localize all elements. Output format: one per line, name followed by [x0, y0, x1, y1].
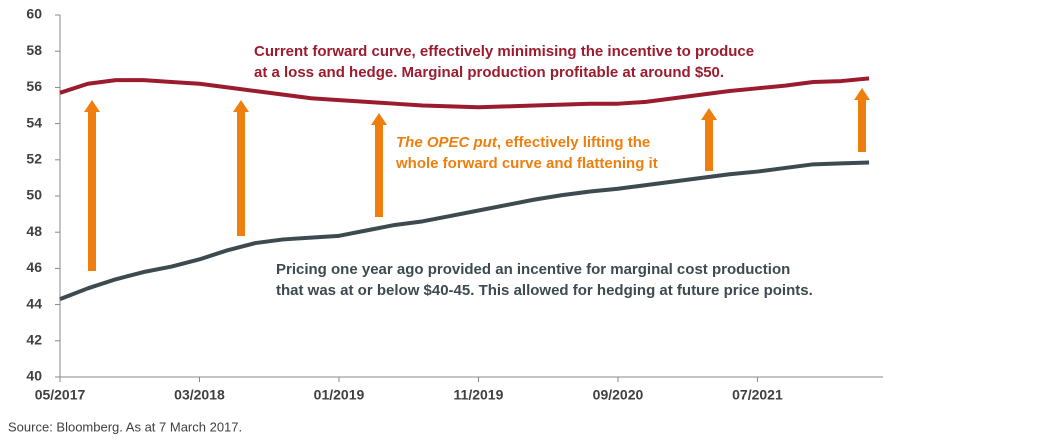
- annotation-text: , effectively lifting the: [497, 134, 650, 151]
- y-tick-label: 50: [26, 187, 42, 203]
- arrows: [84, 88, 870, 271]
- y-tick-label: 58: [26, 42, 42, 58]
- annotation: whole forward curve and flattening it: [395, 155, 658, 172]
- y-tick-label: 56: [26, 78, 42, 94]
- arrow: [84, 100, 100, 271]
- x-tick-label: 03/2018: [174, 387, 225, 403]
- x-tick-label: 07/2021: [732, 387, 783, 403]
- y-tick-label: 40: [26, 368, 42, 384]
- annotation: Pricing one year ago provided an incenti…: [276, 261, 790, 278]
- y-tick-label: 42: [26, 332, 42, 348]
- y-tick-label: 60: [26, 6, 42, 22]
- y-tick-label: 44: [26, 295, 42, 311]
- arrow: [371, 113, 387, 217]
- arrow: [233, 100, 249, 236]
- arrow: [854, 88, 870, 152]
- annotation: The OPEC put, effectively lifting the: [396, 134, 650, 151]
- source: Source: Bloomberg. As at 7 March 2017.: [8, 419, 242, 434]
- x-tick-label: 01/2019: [314, 387, 365, 403]
- x-tick-label: 09/2020: [593, 387, 644, 403]
- annotation-italic: The OPEC put: [396, 134, 498, 151]
- annotation: that was at or below $40-45. This allowe…: [276, 282, 813, 299]
- series-line: [59, 160, 870, 302]
- y-tick-label: 48: [26, 223, 42, 239]
- y-tick-label: 54: [26, 114, 42, 130]
- series-line: [59, 76, 870, 110]
- annotation: Current forward curve, effectively minim…: [254, 43, 754, 60]
- arrow: [701, 108, 717, 171]
- x-tick-label: 05/2017: [35, 387, 86, 403]
- x-tick-label: 11/2019: [454, 387, 504, 403]
- y-tick-label: 46: [26, 259, 42, 275]
- annotation: at a loss and hedge. Marginal production…: [254, 64, 724, 81]
- y-tick-label: 52: [26, 151, 42, 167]
